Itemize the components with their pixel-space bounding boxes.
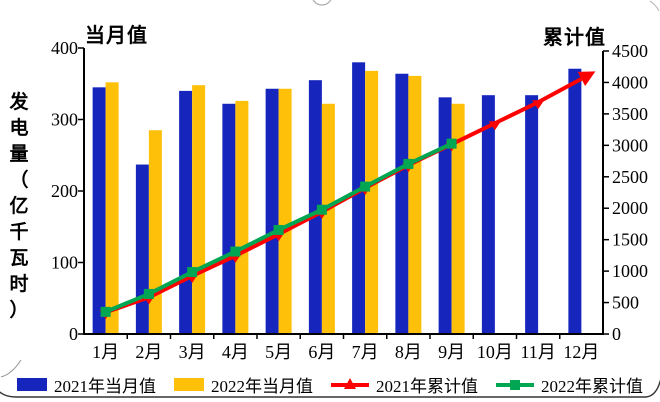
bar-2022年当月值-7月	[365, 70, 379, 334]
left-tick-label: 0	[69, 324, 78, 344]
right-axis-top-label: 累计值	[543, 27, 606, 49]
legend-swatch-2022-monthly	[174, 377, 204, 391]
left-tick-label: 100	[51, 253, 78, 273]
y-axis-title-char: 时	[9, 274, 29, 295]
legend: 2021年当月值 2022年当月值 2021年累计值 2022年累计值	[0, 372, 660, 396]
bar-2021年当月值-2月	[135, 164, 149, 334]
x-axis-label-9月: 9月	[438, 342, 465, 362]
bar-2021年当月值-12月	[568, 68, 582, 335]
x-axis-label-10月: 10月	[477, 342, 513, 362]
line-2021年累计值	[104, 77, 583, 315]
x-axis-label-12月: 12月	[563, 342, 599, 362]
marker-arrow-2021年累计值-12月	[577, 71, 596, 86]
y-axis-title-char: 亿	[9, 196, 29, 217]
right-tick-label: 3000	[612, 135, 648, 155]
bar-2021年当月值-5月	[265, 88, 279, 334]
x-axis-label-5月: 5月	[265, 342, 292, 362]
marker-triangle-2021年累计值-11月	[532, 100, 545, 110]
legend-item-2021-monthly: 2021年当月值	[17, 372, 156, 397]
bar-2021年当月值-11月	[525, 95, 539, 334]
right-tick-label: 4500	[612, 41, 648, 61]
marker-square-2022年累计值-6月	[316, 204, 327, 215]
x-axis-label-7月: 7月	[352, 342, 379, 362]
right-tick-label: 1500	[612, 230, 648, 250]
y-axis-title-char: 发	[9, 92, 29, 113]
x-axis-label-3月: 3月	[179, 342, 206, 362]
x-axis-label-2月: 2月	[135, 342, 162, 362]
right-tick-label: 2500	[612, 167, 648, 187]
bar-2022年当月值-4月	[235, 100, 249, 334]
legend-item-2021-cumulative: 2021年累计值	[331, 372, 478, 397]
x-axis-label-4月: 4月	[222, 342, 249, 362]
legend-item-2022-monthly: 2022年当月值	[174, 372, 313, 397]
y-axis-title-char: 千	[9, 222, 29, 243]
bar-2021年当月值-6月	[308, 80, 322, 334]
y-axis-title: 发电量 （ 亿千瓦时 ）	[6, 90, 32, 324]
marker-square-2022年累计值-1月	[100, 306, 111, 317]
marker-square-2022年累计值-3月	[187, 267, 198, 278]
bar-2021年当月值-1月	[92, 87, 106, 334]
legend-label: 2022年当月值	[211, 376, 313, 396]
bar-2022年当月值-5月	[278, 88, 292, 334]
x-axis-label-6月: 6月	[308, 342, 335, 362]
right-tick-label: 0	[612, 324, 621, 344]
marker-square-2022年累计值-7月	[360, 181, 371, 192]
marker-square-2022年累计值-9月	[446, 138, 457, 149]
legend-label: 2021年当月值	[54, 376, 156, 396]
legend-label: 2022年累计值	[541, 376, 643, 396]
right-tick-label: 1000	[612, 261, 648, 281]
right-tick-label: 3500	[612, 104, 648, 124]
x-axis-label-11月: 11月	[520, 342, 555, 362]
legend-swatch-2021-monthly	[17, 377, 47, 391]
left-tick-label: 400	[51, 38, 78, 58]
marker-square-2022年累计值-8月	[403, 158, 414, 169]
y-axis-title-char: 电	[9, 118, 29, 139]
marker-square-2022年累计值-2月	[143, 288, 154, 299]
right-tick-label: 2000	[612, 198, 648, 218]
y-axis-title-char: 瓦	[9, 248, 29, 269]
bar-2022年当月值-9月	[451, 103, 465, 335]
bar-2022年当月值-3月	[192, 85, 206, 335]
bar-2021年当月值-7月	[352, 62, 366, 335]
bar-2021年当月值-8月	[395, 73, 409, 335]
marker-square-2022年累计值-4月	[230, 246, 241, 257]
bar-2021年当月值-3月	[179, 90, 193, 335]
legend-swatch-2022-cumulative	[496, 378, 534, 391]
bar-2021年当月值-4月	[222, 103, 236, 335]
x-axis-label-1月: 1月	[92, 342, 119, 362]
x-axis-label-8月: 8月	[395, 342, 422, 362]
bar-2022年当月值-6月	[321, 103, 335, 335]
marker-square-2022年累计值-5月	[273, 224, 284, 235]
y-axis-title-char: 量	[9, 144, 29, 165]
left-axis-top-label: 当月值	[85, 25, 148, 47]
right-tick-label: 500	[612, 293, 639, 313]
y-axis-title-char: ）	[9, 300, 29, 321]
legend-label: 2021年累计值	[376, 376, 478, 396]
square-marker-icon	[510, 379, 520, 390]
legend-swatch-2021-cumulative	[331, 377, 369, 391]
bar-2022年当月值-2月	[148, 130, 162, 334]
bar-2021年当月值-10月	[481, 95, 495, 334]
triangle-marker-icon	[344, 377, 356, 389]
marker-triangle-2021年累计值-10月	[488, 121, 501, 131]
y-axis-title-char: （	[9, 170, 29, 191]
left-tick-label: 300	[51, 110, 78, 130]
legend-item-2022-cumulative: 2022年累计值	[496, 372, 643, 397]
left-tick-label: 200	[51, 181, 78, 201]
bar-2022年当月值-1月	[105, 82, 119, 334]
bar-2022年当月值-8月	[408, 75, 422, 334]
right-tick-label: 4000	[612, 72, 648, 92]
bar-2021年当月值-9月	[438, 97, 452, 335]
